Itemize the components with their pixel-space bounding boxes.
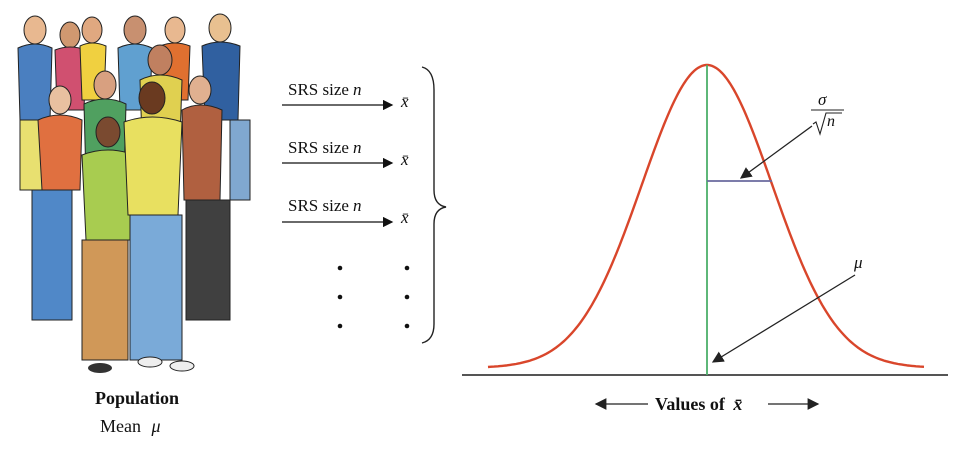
- sd-denominator: n: [827, 113, 835, 130]
- sample-arrows: [282, 66, 447, 344]
- sample-mean-3: x̄: [401, 208, 409, 227]
- srs-text: SRS size: [288, 138, 349, 157]
- srs-var: n: [352, 196, 362, 215]
- ellipsis-dots: [337, 265, 410, 329]
- population-mean-label: Mean μ: [100, 416, 161, 437]
- sqrt-sign: [812, 112, 842, 136]
- sample-label-1: SRS size n: [288, 80, 361, 100]
- srs-var: n: [352, 80, 362, 99]
- srs-var: n: [352, 138, 362, 157]
- curly-brace: [421, 66, 447, 344]
- mean-pointer-arrow: [711, 274, 856, 363]
- sample-mean-2: x̄: [401, 150, 409, 169]
- sample-mean-1: x̄: [401, 92, 409, 111]
- sd-pointer-arrow: [739, 125, 813, 179]
- sd-numerator: σ: [818, 90, 827, 109]
- sample-label-2: SRS size n: [288, 138, 361, 158]
- axis-label-text: Values of: [655, 394, 725, 414]
- crowd-front-row: [81, 81, 195, 373]
- population-title: Population: [95, 388, 180, 408]
- axis-label: Values of x̄: [655, 394, 742, 415]
- srs-text: SRS size: [288, 196, 349, 215]
- curve-mean-symbol: μ: [854, 253, 863, 272]
- population-mean-text: Mean: [100, 416, 141, 436]
- srs-text: SRS size: [288, 80, 349, 99]
- normal-curve: [487, 63, 925, 369]
- population-illustration: [17, 13, 251, 373]
- population-mean-symbol: μ: [151, 416, 161, 436]
- axis-label-symbol: x̄: [733, 394, 743, 414]
- sample-label-3: SRS size n: [288, 196, 361, 216]
